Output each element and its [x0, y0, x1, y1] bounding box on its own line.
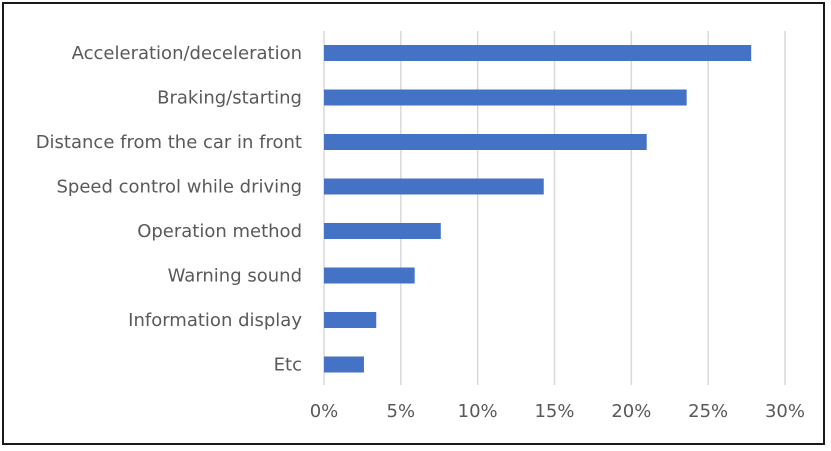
x-tick-label: 25%: [688, 401, 728, 422]
bar: [324, 178, 544, 195]
bar: [324, 356, 364, 373]
x-tick-label: 0%: [310, 401, 339, 422]
category-label: Etc: [274, 355, 302, 376]
bar: [324, 89, 687, 106]
bar: [324, 134, 647, 150]
gridlines: [323, 31, 786, 385]
bars: [324, 45, 752, 373]
category-labels: Acceleration/deceleration Braking/startin…: [36, 43, 303, 376]
category-label: Acceleration/deceleration: [72, 43, 302, 64]
x-tick-label: 30%: [765, 401, 805, 422]
category-label: Speed control while driving: [56, 177, 302, 198]
category-label: Braking/starting: [157, 88, 302, 109]
x-tick-label: 20%: [611, 401, 651, 422]
category-label: Warning sound: [168, 266, 302, 287]
category-label: Distance from the car in front: [36, 132, 302, 153]
x-tick-label: 5%: [387, 401, 416, 422]
bar: [324, 45, 752, 61]
x-tick-labels: 0% 5% 10% 15% 20% 25% 30%: [310, 401, 805, 422]
bar: [324, 312, 377, 328]
category-label: Operation method: [137, 221, 302, 242]
bar: [324, 223, 441, 239]
bar: [324, 267, 415, 284]
category-label: Information display: [128, 310, 302, 331]
x-tick-label: 15%: [534, 401, 574, 422]
x-tick-label: 10%: [458, 401, 498, 422]
